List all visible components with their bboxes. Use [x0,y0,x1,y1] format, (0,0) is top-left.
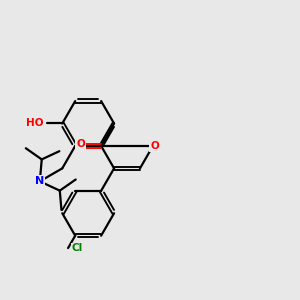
Text: O: O [76,140,85,149]
Text: O: O [150,141,159,151]
Text: HO: HO [26,118,44,128]
Text: Cl: Cl [71,243,82,253]
Text: N: N [35,176,44,186]
